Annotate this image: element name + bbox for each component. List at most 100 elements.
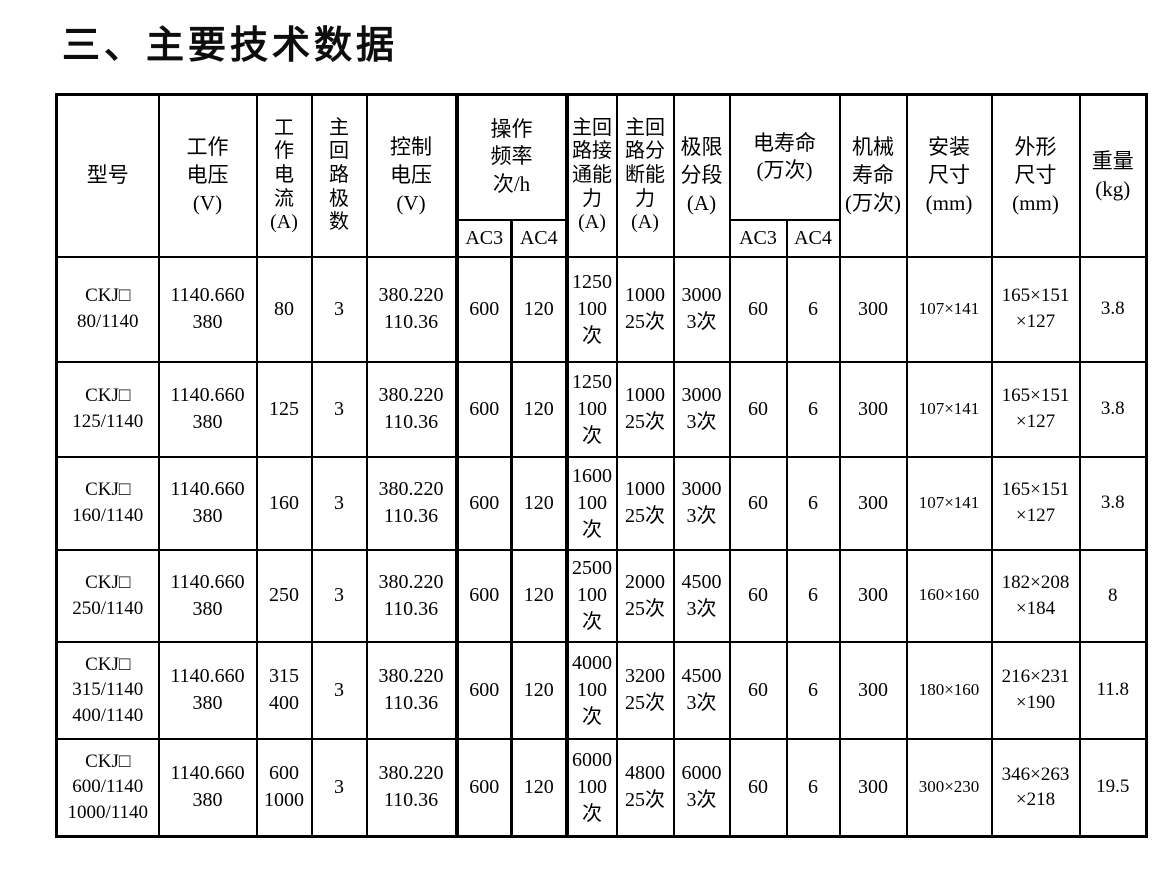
cell-limit-breaking: 3000 3次 — [672, 360, 731, 458]
col-header-working-current: 工 作 电 流 (A) — [255, 93, 313, 258]
table-row: CKJ□ 160/1140 1140.660 380 160 3 380.220… — [55, 455, 1148, 551]
cell-mech-life: 300 — [838, 360, 908, 458]
cell-making-capacity: 6000 100次 — [565, 737, 618, 838]
cell-working-voltage: 1140.660 380 — [157, 455, 258, 551]
cell-model: CKJ□ 160/1140 — [55, 455, 160, 551]
table-row: CKJ□ 250/1140 1140.660 380 250 3 380.220… — [55, 548, 1148, 643]
cell-mounting-dimensions: 107×141 — [905, 255, 993, 363]
cell-working-current: 315 400 — [255, 640, 313, 740]
cell-breaking-capacity: 4800 25次 — [615, 737, 675, 838]
col-header-control-voltage: 控制 电压 (V) — [365, 93, 458, 258]
col-header-working-voltage: 工作 电压 (V) — [157, 93, 258, 258]
cell-limit-breaking: 3000 3次 — [672, 255, 731, 363]
cell-poles: 3 — [310, 255, 368, 363]
cell-outline-dimensions: 182×208 ×184 — [990, 548, 1081, 643]
cell-control-voltage: 380.220 110.36 — [365, 548, 458, 643]
col-header-making-capacity: 主回 路接 通能 力 (A) — [565, 93, 618, 258]
cell-outline-dimensions: 346×263 ×218 — [990, 737, 1081, 838]
table-row: CKJ□ 125/1140 1140.660 380 125 3 380.220… — [55, 360, 1148, 458]
table-row: CKJ□ 600/1140 1000/1140 1140.660 380 600… — [55, 737, 1148, 838]
col-header-breaking-capacity: 主回 路分 断能 力 (A) — [615, 93, 675, 258]
technical-data-table: 型号 工作 电压 (V) 工 作 电 流 (A) 主 回 路 极 数 控制 电压… — [55, 93, 1148, 838]
cell-model: CKJ□ 315/1140 400/1140 — [55, 640, 160, 740]
cell-breaking-capacity: 3200 25次 — [615, 640, 675, 740]
cell-working-current: 80 — [255, 255, 313, 363]
cell-breaking-capacity: 1000 25次 — [615, 360, 675, 458]
cell-control-voltage: 380.220 110.36 — [365, 640, 458, 740]
cell-weight: 8 — [1078, 548, 1148, 643]
cell-model: CKJ□ 80/1140 — [55, 255, 160, 363]
cell-op-freq-ac3: 600 — [454, 640, 513, 740]
cell-making-capacity: 1250 100次 — [565, 255, 618, 363]
cell-working-current: 125 — [255, 360, 313, 458]
cell-op-freq-ac4: 120 — [510, 737, 569, 838]
cell-weight: 3.8 — [1078, 360, 1148, 458]
cell-poles: 3 — [310, 737, 368, 838]
cell-op-freq-ac3: 600 — [454, 360, 513, 458]
cell-mounting-dimensions: 180×160 — [905, 640, 993, 740]
cell-model: CKJ□ 600/1140 1000/1140 — [55, 737, 160, 838]
cell-op-freq-ac4: 120 — [510, 548, 569, 643]
cell-weight: 19.5 — [1078, 737, 1148, 838]
cell-making-capacity: 2500 100次 — [565, 548, 618, 643]
cell-mounting-dimensions: 160×160 — [905, 548, 993, 643]
col-header-model: 型号 — [55, 93, 160, 258]
cell-elec-life-ac4: 6 — [785, 255, 841, 363]
cell-elec-life-ac4: 6 — [785, 548, 841, 643]
col-header-elec-life-ac3: AC3 — [728, 218, 788, 258]
cell-weight: 3.8 — [1078, 255, 1148, 363]
cell-op-freq-ac4: 120 — [510, 640, 569, 740]
cell-outline-dimensions: 165×151 ×127 — [990, 360, 1081, 458]
col-header-op-freq-ac4: AC4 — [510, 218, 569, 258]
cell-poles: 3 — [310, 360, 368, 458]
cell-poles: 3 — [310, 640, 368, 740]
col-header-outline-dimensions: 外形 尺寸 (mm) — [990, 93, 1081, 258]
cell-elec-life-ac3: 60 — [728, 548, 788, 643]
col-header-op-freq-ac3: AC3 — [454, 218, 513, 258]
cell-poles: 3 — [310, 455, 368, 551]
cell-working-voltage: 1140.660 380 — [157, 255, 258, 363]
cell-limit-breaking: 4500 3次 — [672, 640, 731, 740]
cell-control-voltage: 380.220 110.36 — [365, 255, 458, 363]
cell-op-freq-ac4: 120 — [510, 360, 569, 458]
cell-elec-life-ac4: 6 — [785, 455, 841, 551]
table-row: CKJ□ 80/1140 1140.660 380 80 3 380.220 1… — [55, 255, 1148, 363]
col-header-mounting-dimensions: 安装 尺寸 (mm) — [905, 93, 993, 258]
cell-mounting-dimensions: 107×141 — [905, 360, 993, 458]
cell-mech-life: 300 — [838, 640, 908, 740]
cell-elec-life-ac3: 60 — [728, 360, 788, 458]
cell-working-voltage: 1140.660 380 — [157, 548, 258, 643]
col-header-limit-breaking: 极限 分段 (A) — [672, 93, 731, 258]
cell-breaking-capacity: 1000 25次 — [615, 455, 675, 551]
cell-making-capacity: 1600 100次 — [565, 455, 618, 551]
cell-elec-life-ac3: 60 — [728, 255, 788, 363]
cell-op-freq-ac3: 600 — [454, 255, 513, 363]
cell-working-current: 250 — [255, 548, 313, 643]
cell-op-freq-ac3: 600 — [454, 455, 513, 551]
cell-outline-dimensions: 216×231 ×190 — [990, 640, 1081, 740]
cell-mounting-dimensions: 300×230 — [905, 737, 993, 838]
col-header-poles: 主 回 路 极 数 — [310, 93, 368, 258]
page-title: 三、主要技术数据 — [62, 25, 399, 67]
cell-making-capacity: 4000 100次 — [565, 640, 618, 740]
cell-weight: 11.8 — [1078, 640, 1148, 740]
cell-mech-life: 300 — [838, 255, 908, 363]
cell-control-voltage: 380.220 110.36 — [365, 455, 458, 551]
cell-elec-life-ac3: 60 — [728, 455, 788, 551]
cell-outline-dimensions: 165×151 ×127 — [990, 455, 1081, 551]
cell-limit-breaking: 3000 3次 — [672, 455, 731, 551]
cell-outline-dimensions: 165×151 ×127 — [990, 255, 1081, 363]
cell-working-voltage: 1140.660 380 — [157, 360, 258, 458]
cell-breaking-capacity: 2000 25次 — [615, 548, 675, 643]
cell-op-freq-ac4: 120 — [510, 455, 569, 551]
cell-mounting-dimensions: 107×141 — [905, 455, 993, 551]
cell-limit-breaking: 4500 3次 — [672, 548, 731, 643]
col-header-electrical-life: 电寿命 (万次) — [728, 93, 841, 221]
col-header-weight: 重量 (kg) — [1078, 93, 1148, 258]
cell-mech-life: 300 — [838, 737, 908, 838]
cell-making-capacity: 1250 100次 — [565, 360, 618, 458]
cell-model: CKJ□ 125/1140 — [55, 360, 160, 458]
cell-elec-life-ac3: 60 — [728, 640, 788, 740]
cell-weight: 3.8 — [1078, 455, 1148, 551]
